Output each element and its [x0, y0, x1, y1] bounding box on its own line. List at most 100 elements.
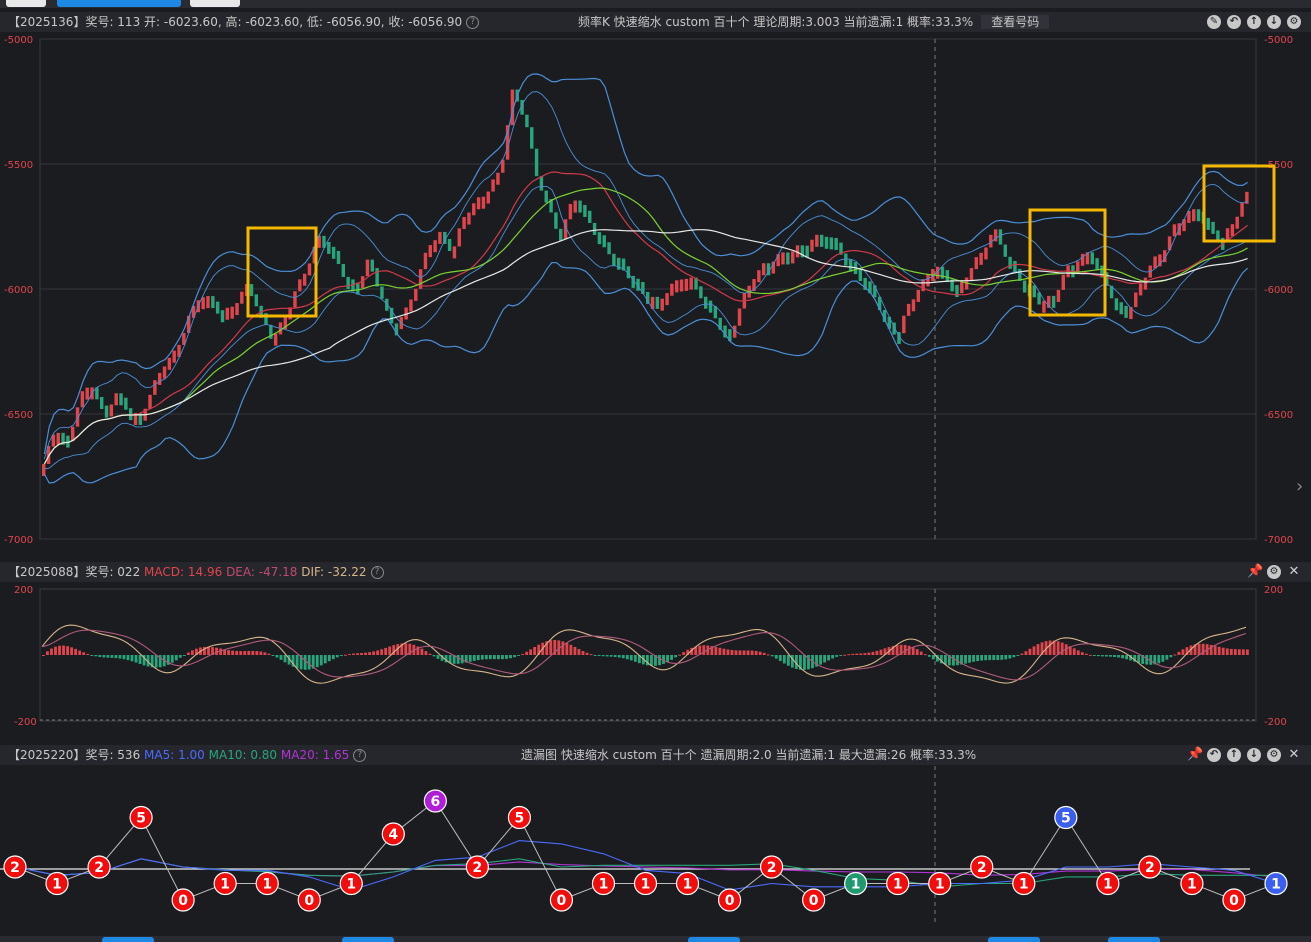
- candle: [375, 268, 379, 287]
- y-tick-label-right: 200: [1264, 585, 1283, 596]
- candle: [1134, 292, 1138, 308]
- macd-bar: [1044, 641, 1048, 655]
- candle: [370, 259, 375, 272]
- candle: [191, 305, 196, 318]
- dea-line: [41, 629, 1247, 681]
- ma20-label: MA20: 1.65: [280, 748, 350, 762]
- up-icon[interactable]: ↑: [1247, 15, 1261, 29]
- candle: [404, 307, 408, 320]
- macd-bar: [1020, 653, 1024, 655]
- help-icon[interactable]: ?: [353, 749, 367, 762]
- macd-bar: [843, 654, 847, 656]
- candle: [1076, 261, 1080, 274]
- macd-bar: [452, 655, 456, 664]
- top-tab-3[interactable]: [190, 0, 240, 7]
- candle: [1061, 274, 1065, 290]
- macd-bar: [408, 643, 412, 655]
- macd-bar: [754, 650, 758, 655]
- y-tick-label-right: -5500: [1264, 160, 1293, 171]
- candle: [646, 291, 650, 304]
- candle: [356, 282, 360, 295]
- edit-icon[interactable]: ✎: [1207, 15, 1221, 29]
- candle: [771, 261, 776, 274]
- chevron-right-icon[interactable]: ›: [1296, 476, 1304, 497]
- settings-icon[interactable]: ⚙: [1287, 15, 1301, 29]
- macd-bar: [980, 655, 984, 661]
- candle: [795, 245, 800, 258]
- macd-bar: [1032, 646, 1036, 655]
- candle: [394, 323, 399, 336]
- miss-header-info: 【2025220】奖号: 536 MA5: 1.00 MA10: 0.80 MA…: [8, 745, 367, 765]
- back-icon[interactable]: ↶: [1207, 748, 1221, 762]
- candle: [288, 307, 292, 320]
- miss-node-label: 1: [1271, 877, 1281, 893]
- macd-bar: [899, 644, 903, 655]
- candle: [815, 234, 819, 247]
- help-icon[interactable]: ?: [370, 566, 384, 579]
- candle: [220, 310, 225, 323]
- down-icon[interactable]: ↓: [1247, 748, 1261, 762]
- candle: [443, 231, 447, 244]
- macd-bar: [782, 655, 786, 664]
- macd-bar: [686, 649, 690, 655]
- y-tick-label-left: -7000: [4, 535, 33, 546]
- macd-bar: [831, 655, 835, 659]
- candle: [385, 298, 389, 311]
- candle: [868, 281, 872, 294]
- top-tab-active[interactable]: [57, 0, 181, 7]
- candle: [157, 372, 162, 385]
- candle: [530, 127, 534, 149]
- macd-bar: [907, 645, 911, 655]
- macd-bar: [275, 655, 279, 658]
- candle: [1037, 292, 1041, 305]
- macd-bar: [1000, 655, 1004, 660]
- miss-node-label: 1: [851, 877, 861, 893]
- macd-bar: [919, 651, 923, 655]
- candle: [829, 237, 834, 250]
- pin-icon[interactable]: 📌: [1187, 747, 1204, 762]
- macd-bar: [1157, 655, 1161, 664]
- candle: [360, 276, 365, 289]
- miss-node-label: 2: [472, 860, 482, 876]
- bottom-tab[interactable]: [688, 937, 740, 942]
- macd-bar: [1084, 653, 1088, 655]
- miss-node: [45, 871, 69, 896]
- bottom-tab[interactable]: [342, 937, 394, 942]
- help-icon[interactable]: ?: [466, 16, 480, 29]
- macd-bar: [589, 654, 593, 656]
- pin-icon[interactable]: 📌: [1247, 564, 1264, 579]
- y-tick-label-left: -5000: [4, 35, 33, 46]
- ma30-line: [43, 187, 1248, 465]
- macd-bar: [1012, 655, 1016, 658]
- ma20-line: [43, 171, 1248, 465]
- candle: [56, 432, 60, 445]
- macd-bar: [851, 653, 855, 655]
- bottom-tab-strip: [0, 936, 1311, 942]
- miss-node: [591, 871, 616, 896]
- macd-bar: [758, 651, 762, 655]
- bottom-tab[interactable]: [1108, 937, 1160, 942]
- candle: [409, 299, 413, 312]
- bottom-tab[interactable]: [102, 937, 154, 942]
- settings-icon[interactable]: ⚙: [1267, 565, 1281, 579]
- macd-bar: [734, 650, 738, 655]
- miss-node-label: 1: [262, 877, 272, 893]
- up-icon[interactable]: ↑: [1227, 748, 1241, 762]
- lookup-button[interactable]: 查看号码: [981, 15, 1050, 29]
- top-tab-1[interactable]: [6, 0, 46, 7]
- macd-bar: [601, 655, 605, 657]
- macd-bar: [879, 649, 883, 655]
- dif-value-label: DIF: -32.22: [301, 565, 367, 579]
- settings-icon[interactable]: ⚙: [1267, 748, 1281, 762]
- undo-icon[interactable]: ↶: [1227, 15, 1241, 29]
- miss-node: [1180, 871, 1204, 896]
- down-icon[interactable]: ↓: [1267, 15, 1281, 29]
- macd-bar: [585, 652, 589, 655]
- macd-bar: [996, 655, 1000, 661]
- macd-bar: [718, 647, 722, 655]
- close-icon[interactable]: ✕: [1288, 747, 1300, 762]
- bottom-tab[interactable]: [988, 937, 1040, 942]
- candle: [882, 309, 887, 322]
- close-icon[interactable]: ✕: [1288, 564, 1300, 579]
- macd-bar: [400, 643, 404, 655]
